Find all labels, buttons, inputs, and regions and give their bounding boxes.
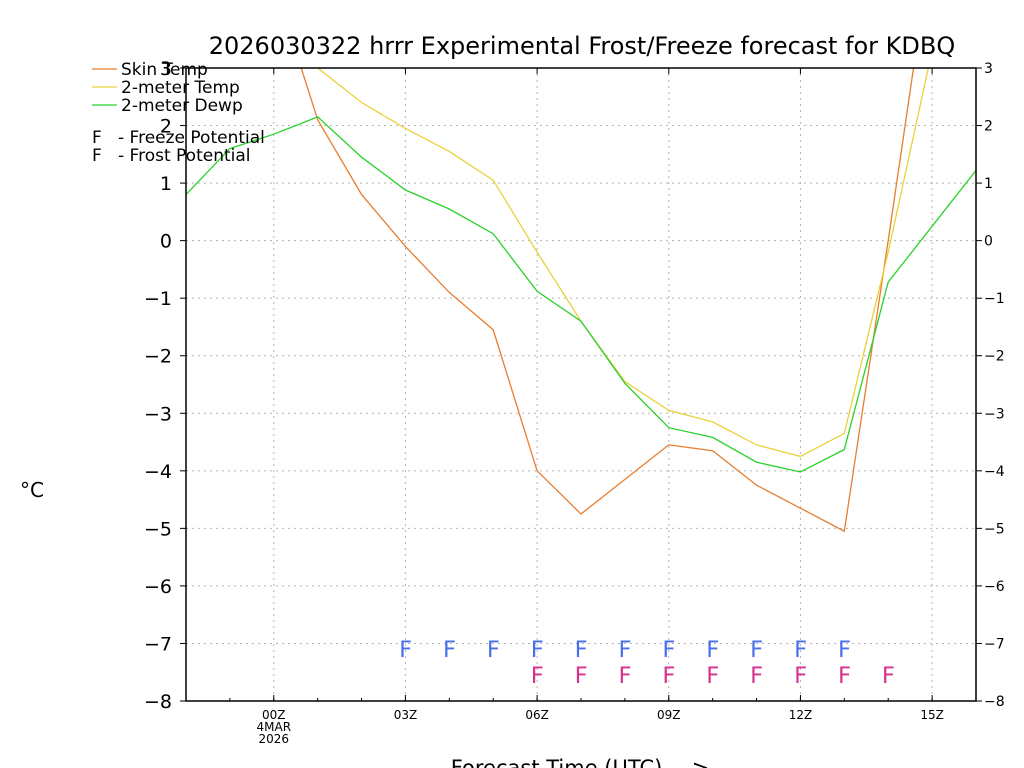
y-tick-label: 1 [160, 173, 172, 195]
frost-marker: F [399, 638, 412, 663]
frost-marker: F [443, 638, 456, 663]
x-tick-label: 4MAR [257, 720, 292, 734]
freeze-marker: F [750, 664, 763, 689]
x-tick-label: 12Z [789, 708, 813, 722]
freeze-marker: F [530, 664, 543, 689]
y-tick-label-right: −8 [984, 694, 1005, 710]
freeze-marker: F [618, 664, 631, 689]
y-axis-right: 3 2 1 0 −1 −2 −3 −4 −5 −6 −7 −8 [976, 61, 1005, 710]
legend-label: - Freeze Potential [118, 128, 265, 148]
potential-markers: F F F F F F F F F F FF F F F F F F F F [399, 638, 895, 689]
legend-marker: F [92, 128, 102, 148]
y-tick-label: −5 [144, 518, 172, 540]
y-tick-label: −2 [144, 346, 172, 368]
y-tick-label-right: −4 [984, 464, 1005, 480]
series-line-skin-temp [300, 68, 915, 533]
frost-marker: F [618, 638, 631, 663]
frost-marker: F [838, 638, 851, 663]
freeze-marker: F [882, 664, 895, 689]
y-axis-label: °C [20, 478, 44, 502]
freeze-marker: F [574, 664, 587, 689]
x-tick-label: 09Z [657, 708, 681, 722]
y-tick-label-right: −6 [984, 579, 1005, 595]
frost-marker: F [530, 638, 543, 663]
frost-marker: F [574, 638, 587, 663]
legend-marker: F [92, 146, 102, 166]
freeze-marker: F [662, 664, 675, 689]
grid-lines [186, 68, 976, 701]
x-tick-label: 03Z [394, 708, 418, 722]
y-tick-label-right: 2 [984, 119, 993, 135]
freeze-marker: F [794, 664, 807, 689]
plot-frame [185, 67, 977, 702]
y-tick-label: −1 [144, 288, 172, 310]
y-tick-label-right: 0 [984, 234, 993, 250]
series-line-2-meter-dewp [186, 116, 976, 473]
y-tick-label-right: −1 [984, 291, 1005, 307]
y-tick-label: 3 [160, 58, 172, 80]
frost-marker: F [794, 638, 807, 663]
y-tick-label-right: 3 [984, 61, 993, 77]
y-tick-label: 0 [160, 231, 172, 253]
legend-label: 2-meter Dewp [121, 96, 243, 116]
frost-marker: F [487, 638, 500, 663]
y-tick-label-right: −5 [984, 521, 1005, 537]
y-tick-label: 2 [160, 116, 172, 138]
legend-label: 2-meter Temp [121, 78, 240, 98]
x-tick-label: 00Z [262, 708, 286, 722]
series-group [186, 68, 976, 533]
x-tick-label: 15Z [920, 708, 944, 722]
y-tick-label: −6 [144, 576, 172, 598]
x-tick-label: 2026 [259, 732, 290, 746]
y-tick-label-right: −3 [984, 406, 1005, 422]
y-tick-label-right: −7 [984, 636, 1005, 652]
frost-marker: F [662, 638, 675, 663]
y-tick-label: −7 [144, 633, 172, 655]
freeze-marker: F [706, 664, 719, 689]
legend-label: Skin Temp [121, 60, 208, 80]
freeze-marker: F [838, 664, 851, 689]
x-tick-label: 06Z [525, 708, 549, 722]
frost-marker: F [750, 638, 763, 663]
legend-label: - Frost Potential [118, 146, 251, 166]
y-axis-left: 3 2 1 0 −1 −2 −3 −4 −5 −6 −7 −8 [144, 58, 186, 713]
y-tick-label-right: −2 [984, 349, 1005, 365]
frost-marker: F [706, 638, 719, 663]
chart-title: 2026030322 hrrr Experimental Frost/Freez… [209, 32, 955, 60]
x-axis-label: Forecast Time (UTC) ---> [451, 756, 710, 768]
y-tick-label-right: 1 [984, 176, 993, 192]
y-tick-label: −8 [144, 691, 172, 713]
y-tick-label: −4 [144, 461, 172, 483]
y-tick-label: −3 [144, 403, 172, 425]
